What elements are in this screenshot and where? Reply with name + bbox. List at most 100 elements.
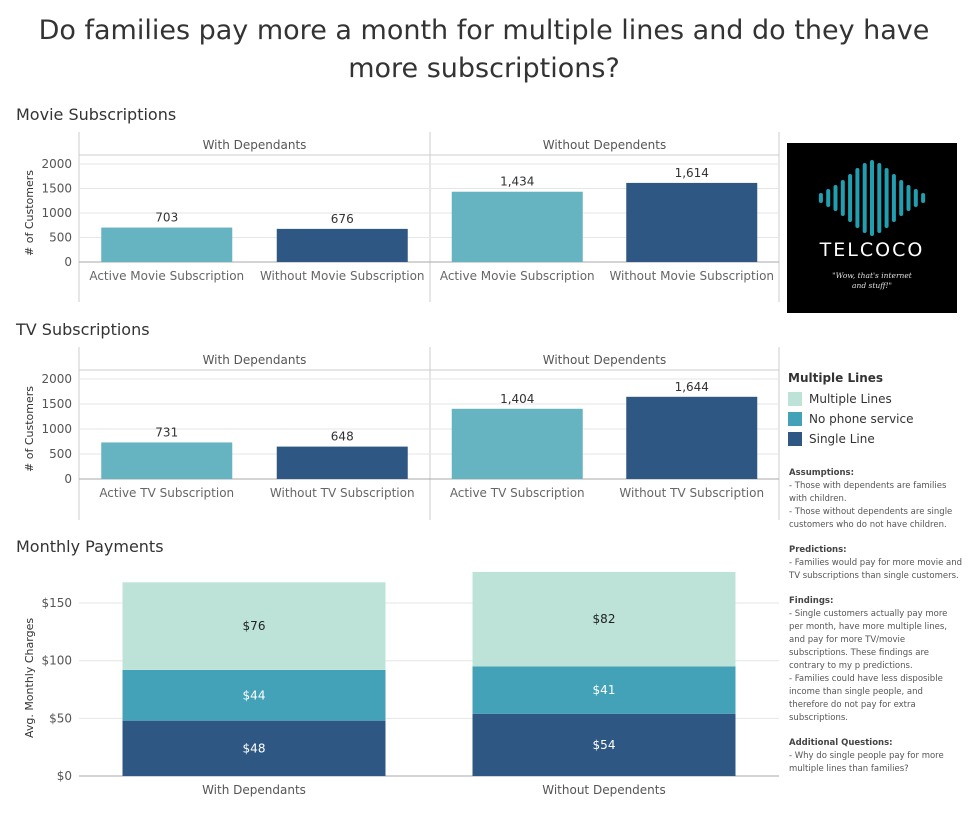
logo-wave-bar [834,185,838,211]
notes-panel: Assumptions: - Those with dependents are… [789,467,964,788]
logo-wave-bar [855,168,859,228]
y-tick-label: $0 [57,769,72,783]
note-assumptions: Assumptions: - Those with dependents are… [789,467,964,532]
data-label: $54 [593,738,616,752]
data-label: 1,404 [500,392,534,406]
legend-label: Single Line [809,432,875,446]
bar [277,229,408,262]
logo-wave-bar [885,168,889,228]
y-tick-label: $100 [41,654,72,668]
note-heading: Additional Questions: [789,737,964,750]
data-label: $82 [593,612,616,626]
panel-header-label: With Dependants [203,138,307,152]
logo-wave-bar [870,160,874,236]
y-axis-label: # of Customers [23,170,36,256]
logo-tagline-line-2: and stuff!" [787,281,957,291]
logo-wave-bar [848,174,852,222]
legend: Multiple Lines Multiple Lines No phone s… [788,371,963,449]
logo-wave-bar [892,174,896,222]
movie-section-title: Movie Subscriptions [16,105,176,124]
page-title: Do families pay more a month for multipl… [0,12,968,88]
y-tick-label: 0 [64,472,72,486]
x-tick-label: Active TV Subscription [450,486,585,500]
note-heading: Assumptions: [789,467,964,480]
logo-wave-bar [841,180,845,216]
y-axis-label: # of Customers [23,386,36,472]
x-tick-label: Without Dependents [542,783,666,797]
sound-wave-icon [787,143,957,238]
tv-subscriptions-chart: 0 500 1000 1500 2000 # of Customers With Depen… [0,345,785,525]
bar [101,442,232,479]
y-tick-label: $50 [49,711,72,725]
data-label: 1,614 [675,166,709,180]
x-tick-label: Without Movie Subscription [609,269,774,283]
payments-section-title: Monthly Payments [16,537,164,556]
note-findings: Findings: - Single customers actually pa… [789,595,964,725]
y-tick-label: 500 [49,231,72,245]
note-line: - Those with dependents are families wit… [789,480,964,506]
x-tick-label: Active Movie Subscription [440,269,595,283]
legend-label: Multiple Lines [809,392,892,406]
data-label: 1,644 [675,380,709,394]
note-line: - Single customers actually pay more per… [789,608,964,673]
legend-swatch [788,412,802,426]
logo-tagline: "Wow, that's internet and stuff!" [787,271,957,291]
y-tick-label: 1500 [41,397,72,411]
y-tick-label: 0 [64,255,72,269]
data-label: $76 [243,619,266,633]
data-label: $44 [243,688,266,702]
legend-swatch [788,392,802,406]
y-tick-label: 1000 [41,422,72,436]
note-predictions: Predictions: - Families would pay for mo… [789,544,964,583]
panel-header-label: Without Dependents [543,353,667,367]
bar [626,183,757,262]
logo-wave-bar [863,163,867,233]
tv-section-title: TV Subscriptions [16,320,150,339]
note-heading: Findings: [789,595,964,608]
data-label: 703 [155,211,178,225]
y-tick-label: 2000 [41,157,72,171]
y-tick-label: 500 [49,447,72,461]
logo-wave-bar [877,163,881,233]
logo-wave-bar [907,185,911,211]
data-label: 676 [331,212,354,226]
note-line: - Families would pay for more movie and … [789,557,964,583]
y-tick-label: 2000 [41,372,72,386]
note-heading: Predictions: [789,544,964,557]
x-tick-label: Active TV Subscription [99,486,234,500]
logo-wave-bar [914,189,918,207]
y-tick-label: 1000 [41,206,72,220]
x-tick-label: Active Movie Subscription [89,269,244,283]
logo-wave-bar [899,180,903,216]
logo-wave-bar [826,189,830,207]
logo-name: TELCOCO [787,239,957,261]
movie-subscriptions-chart: 0 500 1000 1500 2000 # of Customers With Depen… [0,130,785,305]
panel-header-label: With Dependants [203,353,307,367]
legend-label: No phone service [809,412,913,426]
data-label: 1,434 [500,175,534,189]
telcoco-logo: TELCOCO "Wow, that's internet and stuff!… [787,143,957,313]
monthly-payments-chart: $0 $50 $100 $150 Avg. Monthly Charges $48 $44 $… [0,558,785,808]
note-line: - Why do single people pay for more mult… [789,750,964,776]
note-line: - Those without dependents are single cu… [789,506,964,532]
panel-header-label: Without Dependents [543,138,667,152]
data-label: $41 [593,683,616,697]
y-axis-label: Avg. Monthly Charges [23,618,36,738]
logo-wave-bar [819,193,823,203]
data-label: $48 [243,741,266,755]
legend-title: Multiple Lines [788,371,963,385]
x-tick-label: Without TV Subscription [619,486,764,500]
bar [452,409,583,479]
note-additional-questions: Additional Questions: - Why do single pe… [789,737,964,776]
legend-swatch [788,432,802,446]
bar [452,192,583,262]
bar [101,228,232,262]
x-tick-label: Without Movie Subscription [260,269,425,283]
data-label: 648 [331,430,354,444]
x-tick-label: Without TV Subscription [270,486,415,500]
bar [277,447,408,479]
logo-wave-bar [921,193,925,203]
data-label: 731 [155,425,178,439]
x-tick-label: With Dependants [202,783,306,797]
logo-tagline-line-1: "Wow, that's internet [787,271,957,281]
